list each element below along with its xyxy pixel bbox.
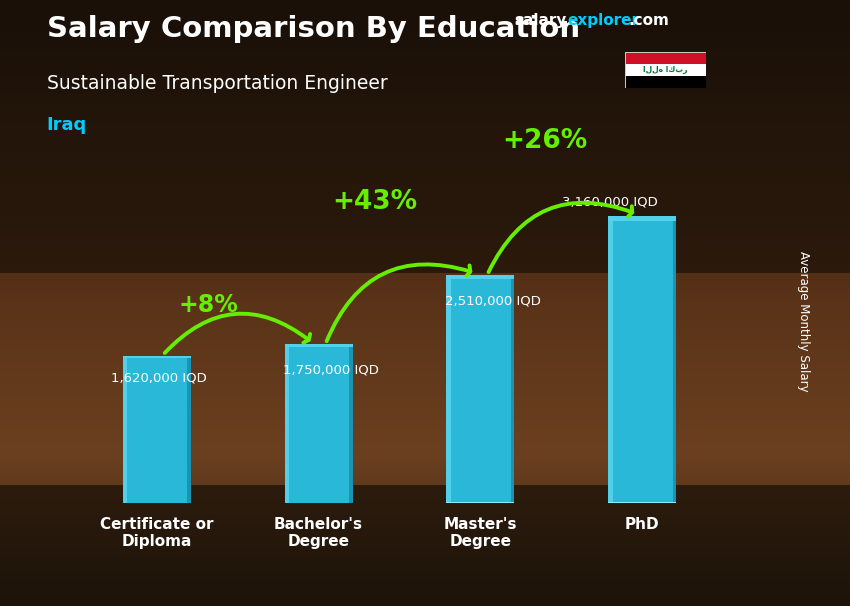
Text: +43%: +43%: [332, 189, 418, 215]
Text: Iraq: Iraq: [47, 116, 87, 135]
Text: 2,510,000 IQD: 2,510,000 IQD: [445, 295, 541, 308]
Text: +8%: +8%: [178, 293, 238, 317]
Bar: [122, 356, 190, 503]
Bar: [285, 344, 353, 347]
Text: Sustainable Transportation Engineer: Sustainable Transportation Engineer: [47, 74, 388, 93]
Bar: [625, 64, 706, 76]
Text: salary: salary: [514, 13, 567, 28]
Text: Salary Comparison By Education: Salary Comparison By Education: [47, 15, 580, 43]
Bar: [187, 356, 190, 503]
Bar: [609, 216, 677, 503]
Text: +26%: +26%: [502, 128, 588, 155]
Text: explorer: explorer: [567, 13, 639, 28]
Text: .com: .com: [629, 13, 670, 28]
Bar: [0, 0, 850, 273]
Bar: [446, 275, 451, 503]
Bar: [446, 275, 514, 503]
Bar: [609, 502, 677, 503]
Text: Average Monthly Salary: Average Monthly Salary: [796, 251, 810, 391]
Bar: [348, 344, 353, 503]
Bar: [609, 216, 677, 221]
Bar: [511, 275, 514, 503]
Bar: [672, 216, 677, 503]
Bar: [625, 76, 706, 88]
Text: 1,750,000 IQD: 1,750,000 IQD: [283, 364, 379, 377]
Bar: [0, 485, 850, 606]
Bar: [446, 502, 514, 503]
Bar: [122, 356, 128, 503]
Bar: [446, 275, 514, 279]
Bar: [285, 344, 289, 503]
Text: 3,160,000 IQD: 3,160,000 IQD: [562, 196, 658, 208]
Bar: [122, 356, 190, 358]
Bar: [625, 52, 706, 64]
Text: 1,620,000 IQD: 1,620,000 IQD: [111, 371, 207, 384]
Bar: [285, 344, 353, 503]
Text: الله اكبر: الله اكبر: [643, 65, 688, 74]
Bar: [609, 216, 613, 503]
